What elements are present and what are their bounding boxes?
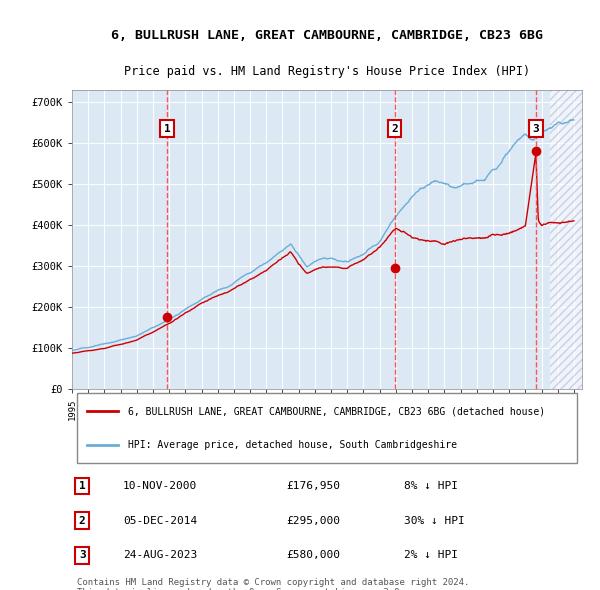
Text: £295,000: £295,000 bbox=[286, 516, 340, 526]
Text: £176,950: £176,950 bbox=[286, 481, 340, 491]
Text: 05-DEC-2014: 05-DEC-2014 bbox=[123, 516, 197, 526]
Text: 2: 2 bbox=[391, 124, 398, 134]
Text: 30% ↓ HPI: 30% ↓ HPI bbox=[404, 516, 464, 526]
Text: 6, BULLRUSH LANE, GREAT CAMBOURNE, CAMBRIDGE, CB23 6BG: 6, BULLRUSH LANE, GREAT CAMBOURNE, CAMBR… bbox=[111, 30, 543, 42]
Text: Price paid vs. HM Land Registry's House Price Index (HPI): Price paid vs. HM Land Registry's House … bbox=[124, 65, 530, 78]
Text: 1: 1 bbox=[164, 124, 170, 134]
Text: HPI: Average price, detached house, South Cambridgeshire: HPI: Average price, detached house, Sout… bbox=[128, 440, 457, 450]
Text: 6, BULLRUSH LANE, GREAT CAMBOURNE, CAMBRIDGE, CB23 6BG (detached house): 6, BULLRUSH LANE, GREAT CAMBOURNE, CAMBR… bbox=[128, 406, 545, 416]
Text: £580,000: £580,000 bbox=[286, 550, 340, 560]
FancyBboxPatch shape bbox=[77, 393, 577, 463]
Text: 2% ↓ HPI: 2% ↓ HPI bbox=[404, 550, 458, 560]
Text: 3: 3 bbox=[532, 124, 539, 134]
Text: 1: 1 bbox=[79, 481, 86, 491]
Text: 10-NOV-2000: 10-NOV-2000 bbox=[123, 481, 197, 491]
Text: 2: 2 bbox=[79, 516, 86, 526]
Text: 24-AUG-2023: 24-AUG-2023 bbox=[123, 550, 197, 560]
Text: Contains HM Land Registry data © Crown copyright and database right 2024.
This d: Contains HM Land Registry data © Crown c… bbox=[77, 578, 469, 590]
Text: 8% ↓ HPI: 8% ↓ HPI bbox=[404, 481, 458, 491]
Bar bbox=[550, 90, 582, 389]
Text: 3: 3 bbox=[79, 550, 86, 560]
